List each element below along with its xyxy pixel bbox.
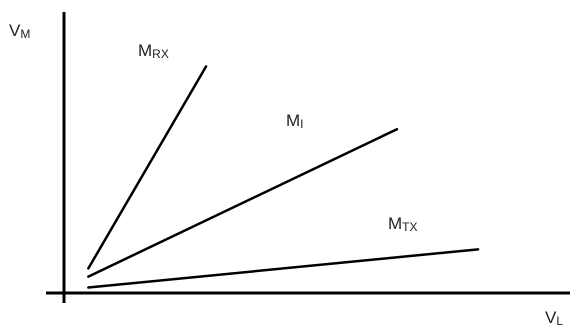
x-axis-label: VL: [545, 308, 563, 328]
series-line-mtx: [87, 248, 480, 289]
series-line-mi: [87, 127, 399, 278]
series-label-mi: MI: [286, 111, 304, 131]
series-group: [87, 65, 480, 289]
y-axis-label: VM: [9, 21, 30, 41]
series-label-mtx: MTX: [388, 214, 418, 234]
series-label-mrx: MRX: [138, 41, 169, 61]
series-line-mrx: [87, 65, 208, 270]
